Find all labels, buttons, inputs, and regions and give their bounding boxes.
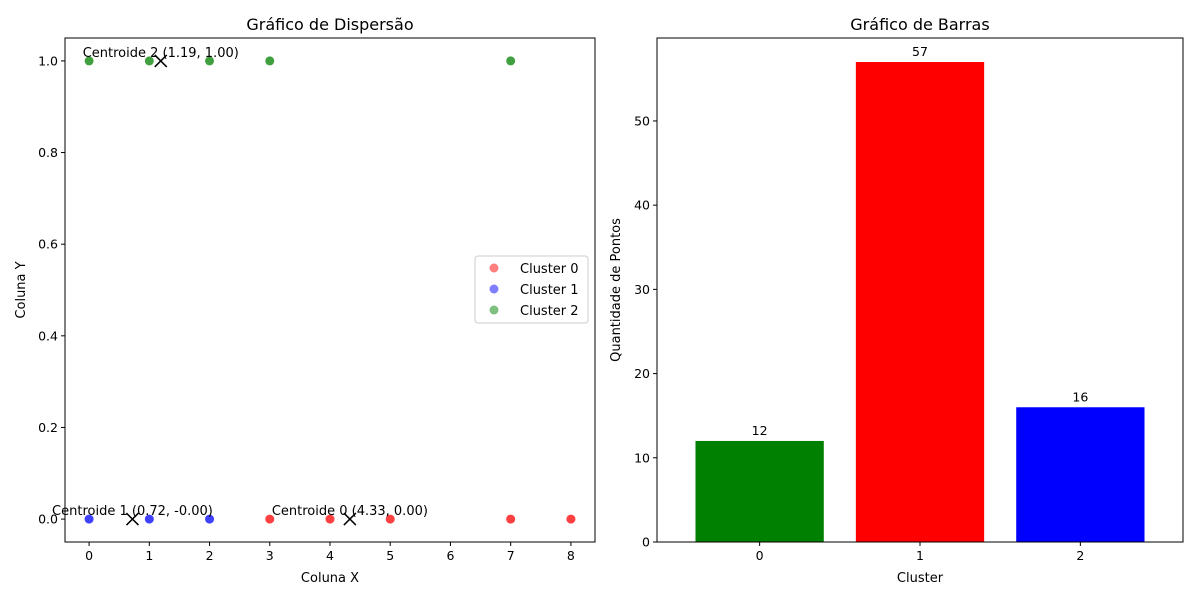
scatter-plot: Gráfico de Dispersão Centroide 0 (4.33, … (14, 15, 596, 586)
y-tick-label: 30 (634, 282, 650, 297)
scatter-y-axis-label: Coluna Y (14, 261, 29, 318)
y-tick-label: 0.8 (38, 145, 58, 160)
x-tick-label: 5 (386, 548, 394, 563)
scatter-point-cluster-1 (205, 514, 215, 524)
scatter-x-axis-ticks: 0 1 2 3 4 5 6 7 8 (85, 542, 575, 563)
scatter-point-cluster-2 (144, 56, 154, 66)
legend-label-cluster-0: Cluster 0 (520, 262, 579, 277)
centroid-label-2: Centroide 2 (1.19, 1.00) (83, 46, 239, 61)
y-tick-label: 10 (634, 450, 650, 465)
x-tick-label: 2 (1076, 548, 1084, 563)
y-tick-label: 0.4 (38, 328, 58, 343)
y-tick-label: 0.0 (38, 512, 58, 527)
bar-value-label: 16 (1072, 389, 1088, 404)
bar-value-label: 12 (752, 423, 768, 438)
legend-label-cluster-2: Cluster 2 (520, 304, 579, 319)
scatter-point-cluster-0 (265, 514, 275, 524)
scatter-point-cluster-2 (506, 56, 516, 66)
scatter-point-cluster-1 (84, 514, 94, 524)
x-tick-label: 1 (145, 548, 153, 563)
scatter-point-cluster-2 (205, 56, 215, 66)
scatter-legend: Cluster 0 Cluster 1 Cluster 2 (474, 255, 589, 324)
legend-frame (474, 255, 589, 324)
bar-value-labels: 12 57 16 (752, 44, 1089, 438)
legend-marker-cluster-1 (489, 284, 499, 294)
centroid-marker-1 (125, 512, 139, 526)
scatter-point-cluster-0 (506, 514, 516, 524)
x-tick-label: 8 (567, 548, 575, 563)
y-tick-label: 0 (642, 535, 650, 550)
x-tick-label: 7 (507, 548, 515, 563)
x-tick-label: 4 (326, 548, 334, 563)
scatter-y-axis-ticks: 0.0 0.2 0.4 0.6 0.8 1.0 (38, 53, 65, 527)
legend-label-cluster-1: Cluster 1 (520, 283, 579, 298)
scatter-point-cluster-2 (84, 56, 94, 66)
y-tick-label: 0.2 (38, 420, 58, 435)
bar-cluster-2 (1016, 407, 1145, 542)
scatter-x-axis-label: Coluna X (301, 571, 359, 586)
scatter-point-cluster-2 (265, 56, 275, 66)
bar-y-axis-ticks: 0 10 20 30 40 50 (634, 113, 657, 550)
scatter-point-cluster-0 (325, 514, 335, 524)
y-tick-label: 40 (634, 198, 650, 213)
y-tick-label: 1.0 (38, 53, 58, 68)
y-tick-label: 50 (634, 113, 650, 128)
centroid-marker-0 (343, 512, 357, 526)
centroid-markers (125, 54, 357, 526)
x-tick-label: 1 (916, 548, 924, 563)
bar-x-axis-ticks: 0 1 2 (756, 542, 1084, 563)
bars (695, 62, 1145, 542)
scatter-point-cluster-0 (385, 514, 395, 524)
bar-cluster-0 (695, 440, 824, 542)
scatter-point-cluster-1 (144, 514, 154, 524)
scatter-point-cluster-0 (566, 514, 576, 524)
y-tick-label: 20 (634, 366, 650, 381)
scatter-points (84, 56, 576, 524)
bar-cluster-1 (855, 62, 985, 542)
x-tick-label: 2 (206, 548, 214, 563)
bar-title: Gráfico de Barras (850, 15, 989, 34)
centroid-annotations: Centroide 0 (4.33, 0.00) Centroide 1 (0.7… (52, 46, 428, 519)
y-tick-label: 0.6 (38, 237, 58, 252)
legend-marker-cluster-2 (489, 305, 499, 315)
x-tick-label: 3 (266, 548, 274, 563)
bar-value-label: 57 (912, 44, 928, 59)
x-tick-label: 0 (756, 548, 764, 563)
legend-marker-cluster-0 (489, 263, 499, 273)
centroid-label-1: Centroide 1 (0.72, -0.00) (52, 504, 213, 519)
bar-x-axis-label: Cluster (897, 571, 944, 586)
x-tick-label: 0 (85, 548, 93, 563)
x-tick-label: 6 (446, 548, 454, 563)
bar-y-axis-label: Quantidade de Pontos (609, 218, 624, 362)
centroid-label-0: Centroide 0 (4.33, 0.00) (272, 504, 428, 519)
centroid-marker-2 (154, 54, 168, 68)
scatter-title: Gráfico de Dispersão (246, 15, 413, 34)
